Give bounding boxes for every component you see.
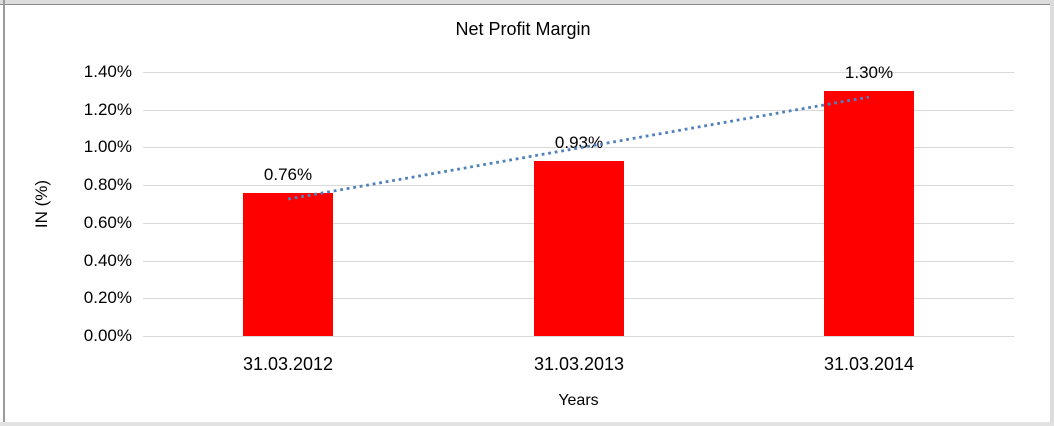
gridline: [143, 336, 1014, 337]
x-tick-label: 31.03.2014: [823, 354, 915, 374]
y-tick-label: 0.80%: [83, 175, 132, 194]
frame-left-border: [3, 0, 5, 426]
frame-bottom-strip: [0, 422, 1054, 426]
y-tick-label: 1.40%: [83, 62, 132, 81]
frame-top-border: [0, 4, 1054, 5]
bar: [243, 193, 333, 336]
frame-right-strip: [1050, 0, 1054, 426]
x-tick-label: 31.03.2012: [242, 354, 334, 374]
data-label: 0.76%: [263, 165, 313, 184]
bar: [824, 91, 914, 336]
y-tick-label: 1.20%: [83, 100, 132, 119]
bar: [534, 161, 624, 336]
data-label: 1.30%: [844, 63, 894, 82]
y-tick-label: 0.20%: [83, 288, 132, 307]
y-tick-label: 0.40%: [83, 251, 132, 270]
x-axis-title: Years: [558, 392, 599, 409]
y-axis-title: IN (%): [32, 179, 51, 229]
y-tick-label: 0.60%: [83, 213, 132, 232]
data-label: 0.93%: [554, 133, 604, 152]
chart-title: Net Profit Margin: [455, 19, 591, 39]
x-tick-label: 31.03.2013: [533, 354, 625, 374]
frame-top-strip: [0, 0, 1054, 4]
y-tick-label: 0.00%: [83, 326, 132, 345]
y-tick-label: 1.00%: [83, 137, 132, 156]
gridline: [143, 72, 1014, 73]
